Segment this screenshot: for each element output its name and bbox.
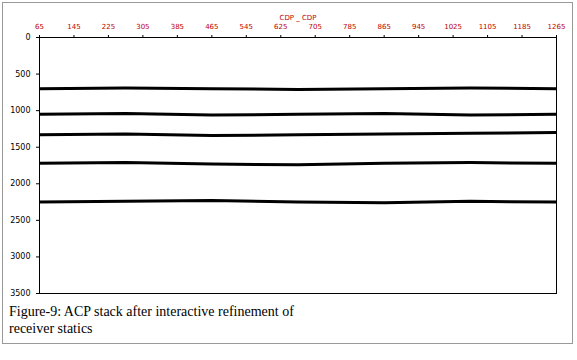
svg-text:625: 625 — [274, 23, 287, 31]
svg-text:705: 705 — [309, 23, 322, 31]
svg-text:545: 545 — [240, 23, 253, 31]
svg-text:1185: 1185 — [513, 23, 531, 31]
svg-text:785: 785 — [343, 23, 356, 31]
svg-text:385: 385 — [171, 23, 184, 31]
svg-text:305: 305 — [136, 23, 149, 31]
svg-text:1025: 1025 — [444, 23, 462, 31]
svg-text:3000: 3000 — [10, 252, 30, 261]
svg-text:2500: 2500 — [10, 216, 30, 225]
svg-text:2000: 2000 — [10, 179, 30, 188]
svg-text:1500: 1500 — [10, 143, 30, 152]
svg-text:945: 945 — [412, 23, 425, 31]
svg-text:0: 0 — [25, 33, 30, 42]
svg-text:65: 65 — [35, 23, 44, 31]
svg-text:500: 500 — [15, 70, 30, 79]
svg-text:1265: 1265 — [548, 23, 566, 31]
svg-text:1105: 1105 — [479, 23, 497, 31]
svg-text:3500: 3500 — [10, 289, 30, 298]
svg-text:225: 225 — [102, 23, 115, 31]
svg-text:1000: 1000 — [10, 106, 30, 115]
svg-text:865: 865 — [377, 23, 390, 31]
svg-text:465: 465 — [205, 23, 218, 31]
svg-text:CDP _ CDP: CDP _ CDP — [280, 14, 317, 22]
html-text:Figure-9: ACP stack after inte: Figure-9: ACP stack after interactive re… — [9, 304, 294, 336]
svg-text:145: 145 — [67, 23, 80, 31]
